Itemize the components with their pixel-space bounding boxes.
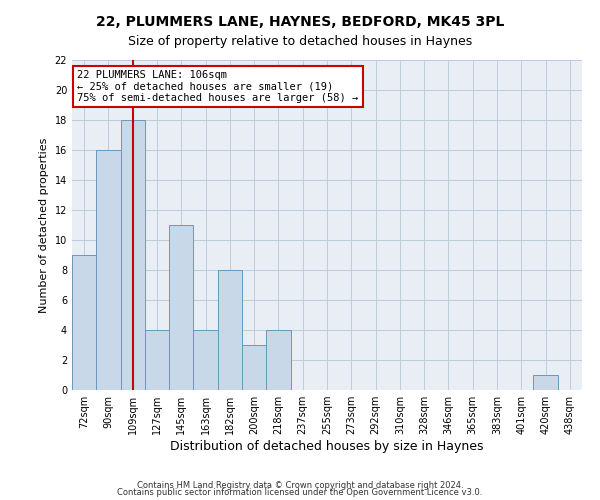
Bar	[72, 255, 96, 390]
Y-axis label: Number of detached properties: Number of detached properties	[39, 138, 49, 312]
Bar	[218, 270, 242, 390]
Bar	[533, 375, 558, 390]
Bar	[266, 330, 290, 390]
Bar	[145, 330, 169, 390]
Text: 22 PLUMMERS LANE: 106sqm
← 25% of detached houses are smaller (19)
75% of semi-d: 22 PLUMMERS LANE: 106sqm ← 25% of detach…	[77, 70, 358, 103]
Bar	[96, 150, 121, 390]
Text: Contains public sector information licensed under the Open Government Licence v3: Contains public sector information licen…	[118, 488, 482, 497]
X-axis label: Distribution of detached houses by size in Haynes: Distribution of detached houses by size …	[170, 440, 484, 453]
Bar	[242, 345, 266, 390]
Text: 22, PLUMMERS LANE, HAYNES, BEDFORD, MK45 3PL: 22, PLUMMERS LANE, HAYNES, BEDFORD, MK45…	[96, 15, 504, 29]
Bar	[193, 330, 218, 390]
Text: Contains HM Land Registry data © Crown copyright and database right 2024.: Contains HM Land Registry data © Crown c…	[137, 480, 463, 490]
Bar	[169, 225, 193, 390]
Text: Size of property relative to detached houses in Haynes: Size of property relative to detached ho…	[128, 35, 472, 48]
Bar	[121, 120, 145, 390]
